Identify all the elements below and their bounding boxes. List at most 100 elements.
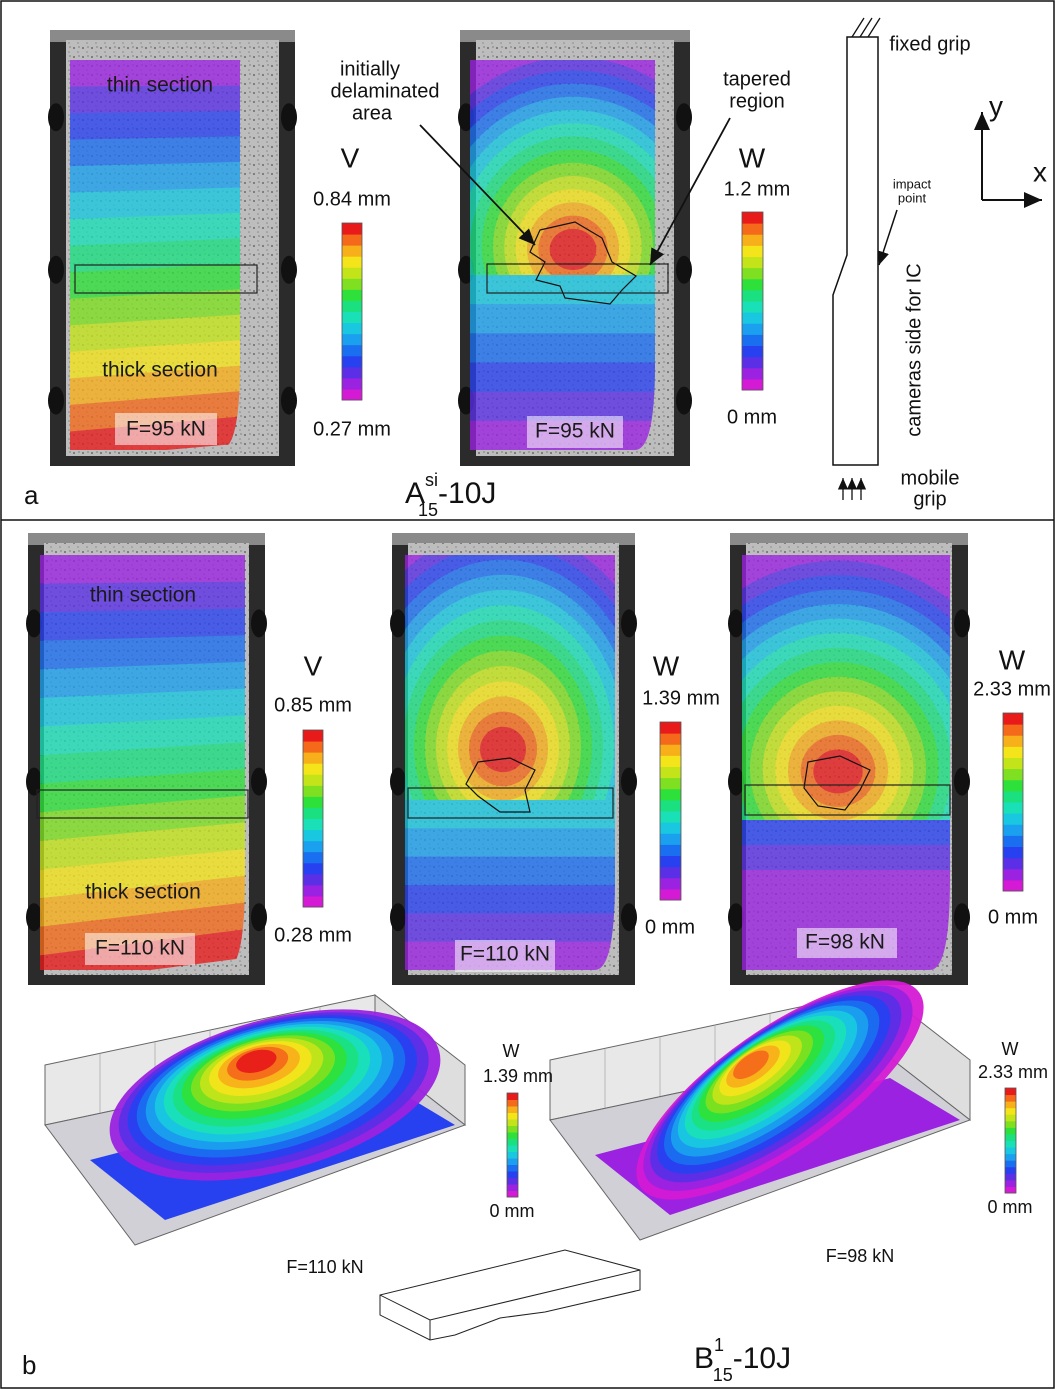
contour-band [480,726,526,773]
contour-band [40,661,245,699]
color-bar-segment [303,763,323,775]
surface-contour [733,1050,769,1080]
color-bar-segment [342,245,362,257]
color-bar-segment [1003,724,1023,736]
color-bar-segment [303,818,323,831]
color-bar-segment [507,1184,518,1191]
schematic-label: cameras side for IC [903,263,925,436]
color-bar-segment [342,300,362,312]
panel-label: a [24,480,39,510]
color-bar-segment [303,884,323,897]
color-bar-segment [303,895,323,908]
color-bar [659,721,682,901]
drawings [26,17,1042,1341]
color-bar-segment [1003,813,1023,825]
color-bar [1002,712,1024,892]
color-bar-segment [1003,835,1023,847]
color-bar-segment [507,1158,518,1165]
grip-top [460,30,690,42]
bolt [251,903,267,932]
schematic-label: mobile [901,467,960,489]
color-bar-segment [1003,868,1023,881]
color-bar-segment [1005,1127,1016,1135]
panel-label: b [22,1350,36,1380]
scale-max: 2.33 mm [978,1062,1048,1082]
caption-suffix: -10J [733,1342,791,1375]
contour-field [70,60,240,450]
color-bar-segment [303,785,323,797]
color-bar-segment [742,267,763,280]
color-bar-segment [660,877,681,890]
color-bar-segment [507,1119,518,1126]
color-bar-segment [1005,1166,1016,1174]
arrow [877,209,898,266]
contour-band [70,289,240,326]
color-bar-segment [342,223,362,235]
contour-band [742,820,950,846]
color-bar-segment [742,378,763,391]
contour-band [405,856,615,886]
color-bar [302,729,324,908]
scale-min: 0 mm [490,1201,535,1221]
surface-contour [236,1049,277,1073]
specimen-image [458,30,692,466]
scale-max: 1.2 mm [724,178,791,200]
color-bar-segment [342,366,362,379]
color-bar-segment [507,1164,518,1172]
color-bar-segment [742,278,763,291]
delamination-outline [529,221,637,305]
color-bar-segment [342,234,362,246]
contour-band [40,688,245,727]
color-bar-segment [507,1151,518,1159]
color-bar-segment [1005,1186,1016,1194]
color-bar-segment [742,256,763,269]
color-bar-segment [742,323,763,335]
color-bar-segment [742,223,763,235]
taper-region-box [407,787,614,819]
grip-hatch [851,17,865,38]
contour-band [40,555,245,584]
annotation: area [352,102,393,124]
color-bar-segment [303,840,323,853]
color-bar-segment [1003,802,1023,814]
color-bar [341,222,363,401]
color-bar-segment [342,388,362,401]
color-bar-segment [342,333,362,346]
color-bar-segment [507,1093,518,1100]
taper-region-box [744,784,951,816]
force-label-box [527,416,623,448]
contour-band [70,314,240,353]
schematic-label: impact [893,176,932,191]
color-bar-segment [1003,768,1023,781]
contour-field [40,555,245,970]
bolt [281,103,297,132]
scale-max: 0.84 mm [313,188,391,210]
axis-label: x [1033,156,1047,187]
color-bar-segment [303,829,323,842]
contour-band [40,875,245,927]
color-bar-segment [660,822,681,834]
specimen-image [390,533,637,985]
force-label-box [797,928,897,958]
contour-band [70,161,240,194]
color-bar-segment [303,851,323,864]
schematic-label: grip [913,488,946,510]
color-bar-segment [507,1099,518,1107]
specimen-sketch [379,1249,641,1341]
color-bar-border [341,222,363,401]
contour-band [470,304,655,335]
color-bar-border [302,729,324,908]
color-bar-segment [1005,1147,1016,1155]
scale-symbol: W [1002,1039,1019,1059]
scale-min: 0.27 mm [313,418,391,440]
contour-band [40,608,245,641]
caption-sup: 1 [714,1335,724,1355]
bolt [251,767,267,796]
contour-field [470,60,655,450]
color-bar-segment [1005,1101,1016,1109]
color-bar-segment [507,1106,518,1113]
scale-symbol: W [653,650,680,681]
color-bar-segment [342,278,362,290]
contour-band [40,715,245,756]
color-bar-segment [507,1138,518,1146]
